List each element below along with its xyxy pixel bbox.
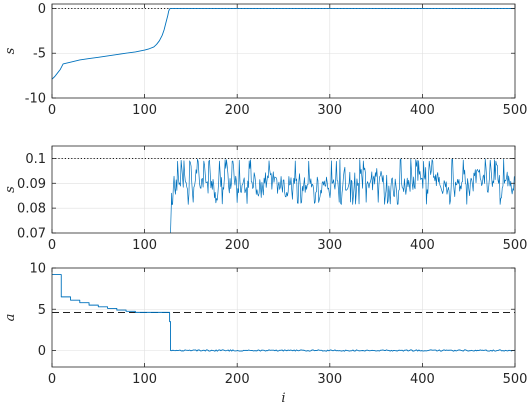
x-tick-label: 100: [132, 103, 157, 118]
x-tick-label: 200: [225, 103, 250, 118]
series-line-1: [170, 158, 516, 234]
x-tick-label: 500: [503, 103, 528, 118]
axes-box: [51, 145, 516, 234]
panel-2: 0 100 200 300 400 500 0.07 0.08 0.09 0.1 s: [3, 145, 528, 253]
series-line-1: [52, 274, 516, 352]
x-tick-label: 0: [48, 238, 56, 253]
x-tick-label: 400: [410, 238, 435, 253]
x-tick-label: 200: [225, 372, 250, 387]
x-tick-label: 100: [132, 372, 157, 387]
series-line-1: [51, 8, 515, 80]
x-tick-label: 300: [317, 238, 342, 253]
y-axis-label: s: [3, 186, 18, 193]
x-tick-label: 400: [410, 372, 435, 387]
axes-box: [51, 267, 516, 368]
axes-box: [51, 3, 516, 99]
x-tick-label: 0: [48, 103, 56, 118]
y-tick-label: 0.09: [17, 177, 46, 192]
x-tick-label: 300: [317, 372, 342, 387]
x-tick-label: 0: [48, 372, 56, 387]
y-tick-label: 0.1: [25, 152, 46, 167]
x-tick-label: 200: [225, 238, 250, 253]
y-tick-label: 5: [38, 303, 46, 318]
x-tick-label: 400: [410, 103, 435, 118]
panel-3: 0 100 200 300 400 500 0 5 10 a i: [3, 262, 527, 406]
y-tick-label: 0: [38, 344, 46, 359]
y-tick-label: 0: [38, 2, 46, 17]
y-tick-label: 0.07: [17, 227, 46, 242]
x-tick-label: 300: [317, 103, 342, 118]
x-tick-label: 500: [503, 238, 528, 253]
x-tick-label: 100: [132, 238, 157, 253]
x-axis-label: i: [281, 391, 285, 406]
y-axis-label: s: [3, 47, 18, 54]
x-tick-label: 500: [503, 372, 528, 387]
y-tick-label: 10: [29, 262, 46, 277]
y-tick-label: -10: [25, 92, 46, 107]
y-tick-label: 0.08: [17, 202, 46, 217]
y-tick-label: -5: [33, 47, 46, 62]
y-axis-label: a: [3, 314, 18, 322]
panel-1: 0 100 200 300 400 500 -10 -5 0 s: [3, 2, 527, 118]
